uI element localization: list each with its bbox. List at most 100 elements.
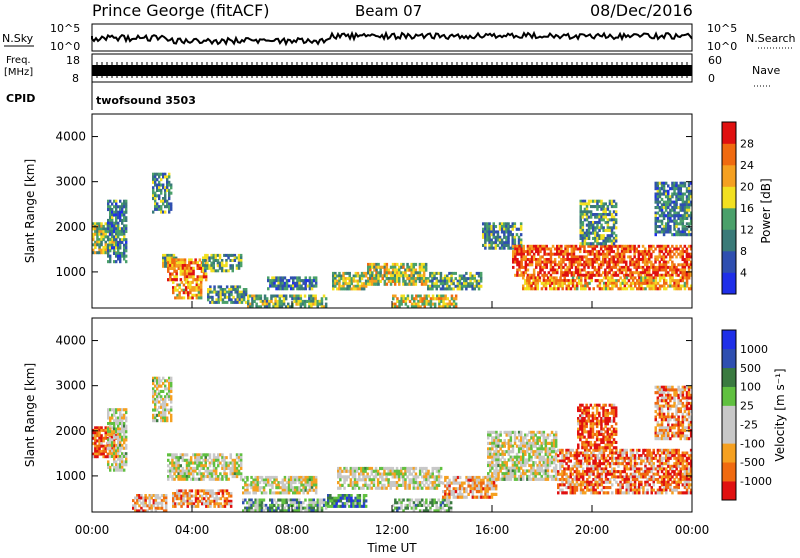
heatmap-cell: [533, 255, 536, 258]
heatmap-cell: [644, 248, 647, 251]
colorbar-segment: [722, 273, 736, 295]
heatmap-cell: [512, 228, 515, 231]
power-y-axis-label: Slant Range [km]: [23, 159, 37, 263]
heatmap-cell: [211, 298, 214, 301]
heatmap-cell: [686, 228, 689, 231]
heatmap-cell: [558, 255, 561, 258]
heatmap-cell: [446, 285, 449, 288]
heatmap-cell: [315, 282, 318, 285]
colorbar-segment: [722, 122, 736, 144]
heatmap-cell: [94, 437, 97, 440]
heatmap-cell: [292, 287, 295, 290]
heatmap-cell: [170, 390, 172, 393]
heatmap-cell: [675, 271, 678, 274]
heatmap-cell: [207, 293, 210, 296]
heatmap-cell: [636, 248, 639, 251]
heatmap-cell: [271, 507, 274, 510]
heatmap-cell: [405, 303, 408, 306]
heatmap-cell: [109, 238, 111, 241]
heatmap-cell: [588, 282, 591, 285]
heatmap-cell: [154, 181, 156, 184]
heatmap-cell: [221, 262, 224, 265]
heatmap-cell: [259, 481, 262, 484]
heatmap-cell: [590, 210, 593, 213]
heatmap-cell: [198, 459, 201, 462]
heatmap-cell: [599, 285, 602, 288]
heatmap-cell: [225, 475, 228, 478]
heatmap-cell: [509, 230, 512, 233]
heatmap-cell: [686, 285, 689, 288]
heatmap-cell: [413, 266, 416, 269]
heatmap-cell: [657, 203, 660, 206]
heatmap-cell: [149, 499, 152, 502]
heatmap-cell: [206, 262, 209, 265]
heatmap-cell: [364, 478, 367, 481]
heatmap-cell: [178, 286, 181, 289]
heatmap-cell: [192, 267, 195, 270]
heatmap-cell: [671, 255, 674, 258]
heatmap-cell: [234, 459, 237, 462]
heatmap-cell: [518, 245, 521, 248]
heatmap-cell: [452, 287, 455, 290]
heatmap-cell: [238, 267, 241, 270]
heatmap-cell: [478, 282, 481, 285]
heatmap-cell: [644, 287, 647, 290]
heatmap-cell: [119, 260, 121, 263]
heatmap-cell: [198, 294, 201, 297]
heatmap-cell: [447, 297, 450, 300]
heatmap-cell: [178, 296, 181, 299]
heatmap-cell: [446, 287, 449, 290]
heatmap-cell: [396, 297, 399, 300]
heatmap-cell: [315, 486, 318, 489]
heatmap-cell: [442, 507, 445, 510]
heatmap-cell: [125, 246, 127, 249]
heatmap-cell: [379, 280, 382, 283]
nave-right-tick-bottom: 0: [708, 72, 715, 85]
heatmap-cell: [346, 494, 349, 497]
heatmap-cell: [657, 212, 660, 215]
heatmap-cell: [450, 275, 453, 278]
heatmap-cell: [152, 189, 154, 192]
heatmap-cell: [202, 262, 205, 265]
heatmap-cell: [478, 287, 481, 290]
heatmap-cell: [107, 411, 109, 414]
heatmap-cell: [673, 253, 676, 256]
heatmap-cell: [165, 497, 168, 500]
heatmap-cell: [170, 409, 172, 412]
heatmap-cell: [533, 253, 536, 256]
colorbar-segment: [722, 230, 736, 252]
heatmap-cell: [266, 300, 269, 303]
heatmap-cell: [273, 499, 276, 502]
heatmap-cell: [286, 501, 289, 504]
heatmap-cell: [250, 499, 253, 502]
heatmap-cell: [343, 481, 346, 484]
heatmap-cell: [590, 279, 593, 282]
heatmap-cell: [539, 258, 542, 261]
heatmap-cell: [419, 501, 422, 504]
heatmap-cell: [170, 208, 172, 211]
noise-panel-frame: [92, 24, 692, 51]
heatmap-cell: [446, 282, 449, 285]
heatmap-cell: [275, 501, 278, 504]
heatmap-cell: [675, 255, 678, 258]
heatmap-cell: [271, 501, 274, 504]
heatmap-cell: [115, 238, 117, 241]
heatmap-cell: [661, 250, 664, 253]
heatmap-cell: [230, 502, 233, 505]
heatmap-cell: [421, 470, 424, 473]
heatmap-cell: [583, 269, 586, 272]
heatmap-cell: [340, 499, 343, 502]
heatmap-cell: [109, 447, 111, 450]
heatmap-cell: [288, 279, 291, 282]
heatmap-cell: [205, 456, 208, 459]
heatmap-cell: [541, 287, 544, 290]
heatmap-cell: [107, 453, 110, 456]
heatmap-cell: [125, 227, 127, 230]
heatmap-cell: [419, 295, 422, 298]
heatmap-cell: [321, 507, 324, 510]
heatmap-cell: [298, 282, 301, 285]
colorbar-tick-label: 16: [740, 202, 754, 215]
heatmap-cell: [335, 502, 338, 505]
heatmap-cell: [507, 236, 510, 239]
colorbar-tick-label: 8: [740, 245, 747, 258]
